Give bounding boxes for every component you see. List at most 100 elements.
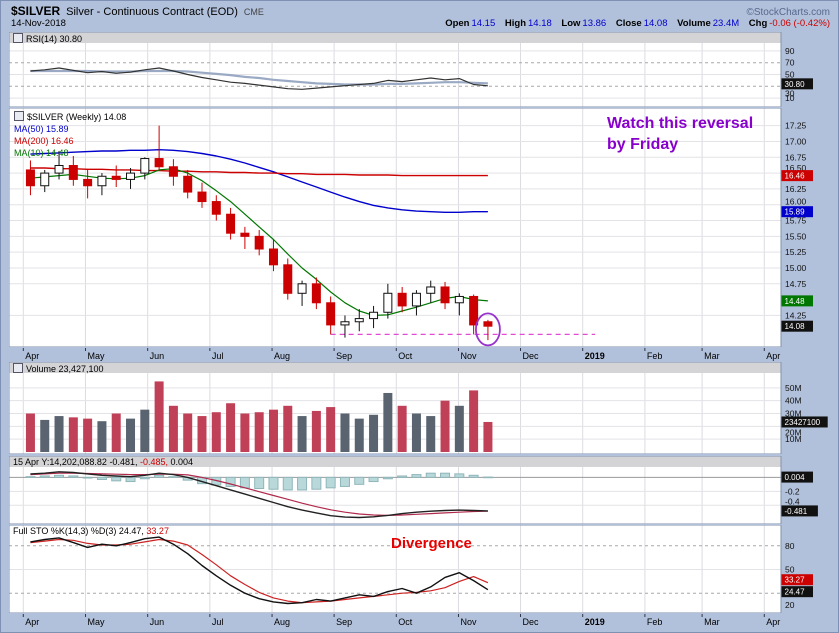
svg-text:10M: 10M	[785, 434, 802, 444]
stochastics-panel: 80 50 20 33.27 24.47 Full STO %K(14,3) %D(3)…	[9, 525, 838, 613]
month-label: Aug	[274, 617, 290, 627]
volume-bar	[340, 413, 350, 452]
svg-text:10: 10	[785, 93, 795, 103]
candle	[140, 158, 150, 174]
price-legend: $SILVER (Weekly) 14.08 MA(50) 15.89 MA(2…	[14, 111, 126, 159]
momentum-legend: 15 Apr Y:14,202,088.82 -0.481, -0.485, 0…	[13, 457, 193, 467]
month-axis-lower-plot: Apr May Jun Jul Aug Sep Oct Nov Dec 2019 Feb Mar Apr	[22, 614, 780, 627]
histogram-bar	[411, 474, 422, 478]
month-label: Feb	[647, 617, 663, 627]
histogram-bar	[96, 476, 107, 480]
stockcharts-link[interactable]: ©StockCharts.com	[746, 7, 830, 18]
month-axis-upper-plot: Apr May Jun Jul Aug Sep Oct Nov Dec 2019 Feb Mar Apr	[22, 348, 780, 361]
close-value: 14.08	[643, 18, 668, 29]
volume-bar	[454, 405, 464, 452]
highlight-ellipse	[475, 312, 501, 347]
histogram-bar	[368, 476, 379, 483]
histogram-bar	[225, 476, 236, 487]
volume-bar	[140, 409, 150, 452]
candlestick-icon	[14, 111, 24, 121]
svg-text:17.25: 17.25	[785, 121, 807, 131]
low-value: 13.86	[582, 18, 607, 29]
month-label: Oct	[398, 617, 413, 627]
histogram-bar	[354, 476, 365, 485]
symbol: $SILVER	[11, 4, 61, 18]
svg-text:50: 50	[785, 70, 795, 80]
candle	[411, 292, 421, 307]
svg-text:16.46: 16.46	[785, 172, 806, 181]
histogram-bar	[125, 476, 136, 483]
rsi-legend-text: RSI(14) 30.80	[26, 34, 83, 44]
volume-label: Volume	[677, 18, 711, 29]
candle	[197, 191, 207, 203]
histogram-bar	[297, 476, 308, 491]
axis-value-box	[781, 206, 813, 218]
candle	[40, 172, 50, 187]
svg-text:16.00: 16.00	[785, 197, 807, 207]
month-label: Mar	[704, 351, 720, 361]
axis-value-box	[781, 574, 813, 586]
axis-value-box	[781, 320, 813, 332]
candle	[297, 283, 307, 294]
volume-bar	[297, 416, 307, 452]
candle	[97, 175, 107, 187]
volume-legend-text: Volume 23,427,100	[26, 364, 104, 374]
quote-summary: Open 14.15 High 14.18 Low 13.86 Close 14.08 …	[445, 18, 830, 29]
volume-bar	[183, 413, 193, 452]
axis-value-box	[781, 505, 818, 517]
volume-bar	[254, 412, 264, 452]
month-label: 2019	[585, 351, 605, 361]
histogram-bar	[54, 474, 65, 478]
volume-bar	[168, 405, 178, 452]
svg-text:23427100: 23427100	[785, 418, 821, 427]
bar-chart-icon	[13, 363, 23, 373]
reversal-annotation: Watch this reversal by Friday	[607, 115, 754, 153]
stochastics-legend: Full STO %K(14,3) %D(3) 24.47, 33.27	[13, 526, 169, 536]
candle	[154, 158, 164, 168]
volume-bar	[483, 421, 493, 452]
volume-bar	[354, 418, 364, 452]
svg-text:20: 20	[785, 600, 795, 610]
volume-bar	[97, 421, 107, 452]
month-label: Nov	[460, 351, 477, 361]
open-value: 14.15	[471, 18, 496, 29]
month-label: May	[87, 617, 105, 627]
volume-bar	[411, 413, 421, 452]
month-label: Apr	[25, 351, 39, 361]
svg-text:-0.2: -0.2	[785, 486, 800, 496]
axis-value-box	[781, 586, 813, 598]
series-line	[30, 167, 488, 177]
month-label: May	[87, 351, 105, 361]
axis-value-box	[781, 295, 813, 307]
volume-bar	[369, 414, 379, 452]
volume-bar	[126, 418, 136, 452]
svg-text:0.004: 0.004	[785, 473, 806, 482]
histogram-bar	[82, 476, 93, 479]
volume-bar	[440, 400, 450, 452]
axis-value-box	[781, 170, 813, 182]
axis-value-box	[781, 78, 813, 90]
histogram-bar	[440, 472, 451, 478]
histogram-bar	[139, 476, 150, 480]
sto-legend-title: Full STO %K(14,3) %D(3)	[13, 526, 117, 536]
chart-date: 14-Nov-2018	[11, 18, 66, 29]
series-line	[30, 471, 488, 519]
svg-text:-0.481: -0.481	[785, 507, 808, 516]
candle	[454, 295, 464, 304]
volume-bar	[83, 418, 93, 452]
rsi-panel: 90 70 50 30 10 30.80 RSI(14) 30.80	[9, 32, 838, 107]
ma200-legend: MA(200) 16.46	[14, 136, 74, 146]
momentum-legend-v3: 0.004	[170, 457, 194, 467]
candle	[254, 235, 264, 250]
volume-bar	[426, 416, 436, 452]
momentum-plot: -0.2-0.4 0.004 -0.481	[9, 456, 818, 524]
candle	[354, 318, 364, 323]
svg-text:16.50: 16.50	[785, 163, 807, 173]
stochastics-plot: 80 50 20 33.27 24.47	[9, 525, 813, 613]
svg-text:50: 50	[785, 565, 795, 575]
month-label: Apr	[766, 351, 780, 361]
axis-value-box	[781, 471, 813, 483]
candle	[426, 286, 436, 294]
histogram-bar	[425, 472, 436, 478]
